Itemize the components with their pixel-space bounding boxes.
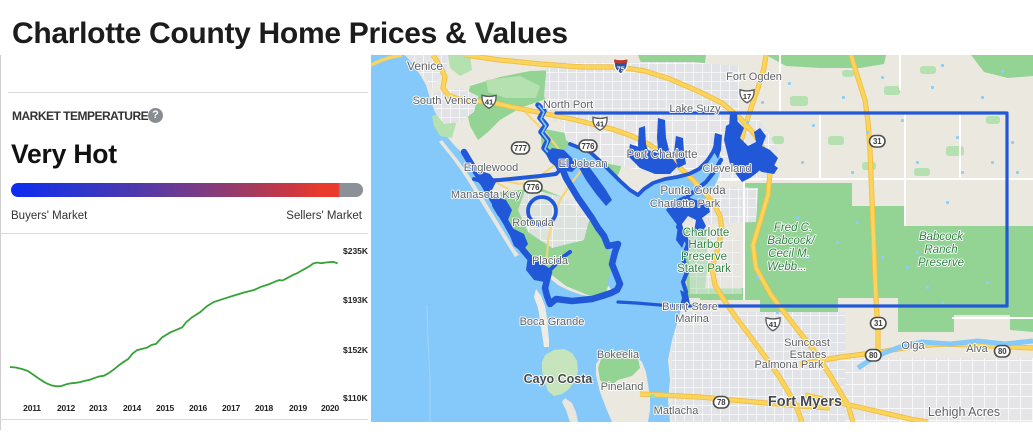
svg-text:Preserve: Preserve [918,257,964,269]
svg-text:31: 31 [874,319,883,328]
svg-text:78: 78 [717,398,726,407]
svg-text:Babcock: Babcock [919,231,964,243]
svg-text:776: 776 [526,183,540,192]
svg-text:Olga: Olga [901,340,925,352]
svg-text:Burnt Store: Burnt Store [662,301,718,313]
svg-text:Placida: Placida [532,255,569,267]
svg-text:41: 41 [596,120,604,129]
svg-text:Punta Gorda: Punta Gorda [660,185,726,197]
svg-text:Boca Grande: Boca Grande [520,316,585,328]
svg-text:776: 776 [581,142,595,151]
svg-text:Manasota Key: Manasota Key [451,189,522,201]
svg-text:Fort Myers: Fort Myers [768,394,842,410]
svg-text:Cleveland: Cleveland [703,163,752,175]
svg-text:41: 41 [769,320,777,329]
svg-text:Matlacha: Matlacha [654,405,700,417]
svg-text:80: 80 [998,347,1007,356]
svg-text:Lake Suzy: Lake Suzy [669,103,721,115]
svg-text:Pineland: Pineland [601,381,644,393]
svg-text:41: 41 [485,98,493,107]
svg-text:Fort Ogden: Fort Ogden [726,71,782,83]
svg-text:Palmona Park: Palmona Park [754,359,824,371]
svg-text:Lehigh Acres: Lehigh Acres [928,405,1000,419]
svg-text:Babcock/: Babcock/ [767,235,816,247]
svg-text:Ranch: Ranch [924,244,957,256]
svg-text:Venice: Venice [407,59,443,73]
svg-text:17: 17 [743,92,751,101]
svg-text:Cayo Costa: Cayo Costa [524,372,594,386]
svg-text:Alva: Alva [966,343,988,355]
svg-text:Englewood: Englewood [464,162,518,174]
svg-text:Charlotte: Charlotte [683,227,730,239]
svg-text:80: 80 [869,351,878,360]
svg-text:El Jobean: El Jobean [559,158,608,170]
svg-text:Suncoast: Suncoast [784,337,830,349]
svg-text:31: 31 [873,137,882,146]
svg-text:75: 75 [617,65,625,74]
svg-text:Rotonda: Rotonda [512,217,554,229]
svg-text:Fred C.: Fred C. [774,222,812,234]
svg-text:Estates: Estates [790,349,827,361]
svg-text:Cecil M.: Cecil M. [768,248,810,260]
svg-text:Webb...: Webb... [767,261,806,273]
svg-text:Bokeelia: Bokeelia [597,349,640,361]
svg-text:Marina: Marina [675,313,710,325]
svg-text:Charlotte Park: Charlotte Park [650,198,721,210]
svg-text:777: 777 [514,144,527,153]
svg-text:Port Charlotte: Port Charlotte [627,149,698,161]
svg-text:Harbor: Harbor [688,239,723,251]
svg-text:North Port: North Port [543,99,593,111]
svg-text:Preserve: Preserve [681,251,727,263]
svg-text:South Venice: South Venice [413,95,478,107]
svg-text:State Park: State Park [677,263,731,275]
